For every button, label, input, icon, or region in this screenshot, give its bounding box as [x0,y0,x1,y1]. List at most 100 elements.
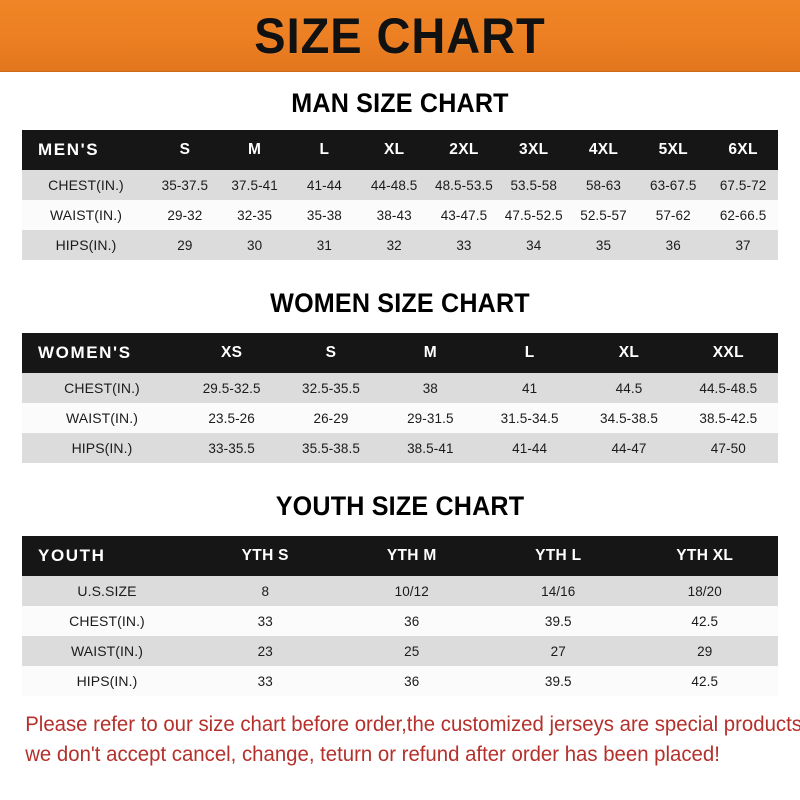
women-hips-xs: 33-35.5 [182,433,282,463]
youth-row-label-hips: HIPS(IN.) [22,666,192,696]
men-section-title: MAN SIZE CHART [291,88,509,118]
women-chest-xs: 29.5-32.5 [182,373,282,403]
youth-table-header: YOUTH YTH S YTH M YTH L YTH XL [22,536,778,576]
youth-col-xl: YTH XL [631,536,778,576]
men-chest-xl: 44-48.5 [359,170,430,200]
men-chart-block: MEN'S S M L XL 2XL 3XL 4XL 5XL 6XL CHEST… [0,130,800,260]
women-col-l: L [479,333,580,373]
youth-waist-l: 27 [485,636,632,666]
table-row: WAIST(IN.) 23 25 27 29 [22,636,778,666]
youth-waist-s: 23 [192,636,339,666]
women-table-header: WOMEN'S XS S M L XL XXL [22,333,778,373]
youth-col-l: YTH L [485,536,632,576]
men-col-2xl: 2XL [429,130,499,170]
table-row: CHEST(IN.) 35-37.5 37.5-41 41-44 44-48.5… [22,170,778,200]
table-row: HIPS(IN.) 33 36 39.5 42.5 [22,666,778,696]
youth-chest-xl: 42.5 [631,606,778,636]
women-chart-block: WOMEN'S XS S M L XL XXL CHEST(IN.) 29.5-… [0,333,800,463]
men-header-label: MEN'S [22,130,150,170]
men-col-l: L [289,130,360,170]
youth-hips-s: 33 [192,666,339,696]
youth-row-label-ussize: U.S.SIZE [22,576,192,606]
men-hips-2xl: 33 [429,230,499,260]
youth-waist-m: 25 [338,636,485,666]
men-col-6xl: 6XL [708,130,778,170]
men-chest-5xl: 63-67.5 [638,170,709,200]
youth-ussize-xl: 18/20 [631,576,778,606]
men-chest-m: 37.5-41 [219,170,290,200]
men-waist-5xl: 57-62 [638,200,709,230]
men-col-4xl: 4XL [568,130,639,170]
men-hips-5xl: 36 [638,230,709,260]
table-row: CHEST(IN.) 33 36 39.5 42.5 [22,606,778,636]
youth-table-body: U.S.SIZE 8 10/12 14/16 18/20 CHEST(IN.) … [22,576,778,696]
men-chest-2xl: 48.5-53.5 [429,170,499,200]
men-hips-6xl: 37 [708,230,778,260]
women-header-row: WOMEN'S XS S M L XL XXL [22,333,778,373]
men-chest-3xl: 53.5-58 [498,170,569,200]
men-chest-6xl: 67.5-72 [708,170,778,200]
men-hips-l: 31 [289,230,360,260]
women-waist-s: 26-29 [281,403,381,433]
women-hips-s: 35.5-38.5 [281,433,381,463]
youth-chest-s: 33 [192,606,339,636]
men-waist-m: 32-35 [219,200,290,230]
women-row-label-hips: HIPS(IN.) [22,433,182,463]
women-waist-l: 31.5-34.5 [479,403,580,433]
men-row-label-chest: CHEST(IN.) [22,170,150,200]
women-chest-xl: 44.5 [579,373,679,403]
page-title: SIZE CHART [254,7,546,64]
women-table-body: CHEST(IN.) 29.5-32.5 32.5-35.5 38 41 44.… [22,373,778,463]
men-waist-l: 35-38 [289,200,360,230]
youth-header-label: YOUTH [22,536,192,576]
table-row: HIPS(IN.) 29 30 31 32 33 34 35 36 37 [22,230,778,260]
women-col-xs: XS [182,333,282,373]
women-header-label: WOMEN'S [22,333,182,373]
men-waist-3xl: 47.5-52.5 [498,200,569,230]
youth-row-label-waist: WAIST(IN.) [22,636,192,666]
men-chest-l: 41-44 [289,170,360,200]
men-row-label-hips: HIPS(IN.) [22,230,150,260]
men-waist-4xl: 52.5-57 [568,200,639,230]
women-waist-xs: 23.5-26 [182,403,282,433]
men-col-m: M [219,130,290,170]
men-waist-xl: 38-43 [359,200,430,230]
men-table-header: MEN'S S M L XL 2XL 3XL 4XL 5XL 6XL [22,130,778,170]
women-hips-m: 38.5-41 [380,433,480,463]
men-waist-6xl: 62-66.5 [708,200,778,230]
youth-col-m: YTH M [338,536,485,576]
disclaimer-line-1: Please refer to our size chart before or… [25,713,800,736]
women-hips-xxl: 47-50 [678,433,778,463]
women-hips-xl: 44-47 [579,433,679,463]
men-chest-s: 35-37.5 [150,170,220,200]
men-chest-4xl: 58-63 [568,170,639,200]
table-row: U.S.SIZE 8 10/12 14/16 18/20 [22,576,778,606]
youth-waist-xl: 29 [631,636,778,666]
page-banner: SIZE CHART [0,0,800,72]
youth-header-row: YOUTH YTH S YTH M YTH L YTH XL [22,536,778,576]
women-col-xxl: XXL [678,333,778,373]
women-col-m: M [380,333,480,373]
men-hips-s: 29 [150,230,220,260]
women-col-s: S [281,333,381,373]
youth-col-s: YTH S [192,536,339,576]
men-row-label-waist: WAIST(IN.) [22,200,150,230]
youth-row-label-chest: CHEST(IN.) [22,606,192,636]
men-header-row: MEN'S S M L XL 2XL 3XL 4XL 5XL 6XL [22,130,778,170]
youth-size-table: YOUTH YTH S YTH M YTH L YTH XL U.S.SIZE … [22,536,778,696]
table-row: WAIST(IN.) 23.5-26 26-29 29-31.5 31.5-34… [22,403,778,433]
women-waist-xl: 34.5-38.5 [579,403,679,433]
women-hips-l: 41-44 [479,433,580,463]
women-size-table: WOMEN'S XS S M L XL XXL CHEST(IN.) 29.5-… [22,333,778,463]
youth-hips-l: 39.5 [485,666,632,696]
table-row: WAIST(IN.) 29-32 32-35 35-38 38-43 43-47… [22,200,778,230]
women-section-title: WOMEN SIZE CHART [270,288,530,318]
youth-section-title: YOUTH SIZE CHART [275,491,525,521]
men-hips-4xl: 35 [568,230,639,260]
men-table-body: CHEST(IN.) 35-37.5 37.5-41 41-44 44-48.5… [22,170,778,260]
women-chest-l: 41 [479,373,580,403]
men-hips-xl: 32 [359,230,430,260]
youth-chest-m: 36 [338,606,485,636]
women-waist-m: 29-31.5 [380,403,480,433]
